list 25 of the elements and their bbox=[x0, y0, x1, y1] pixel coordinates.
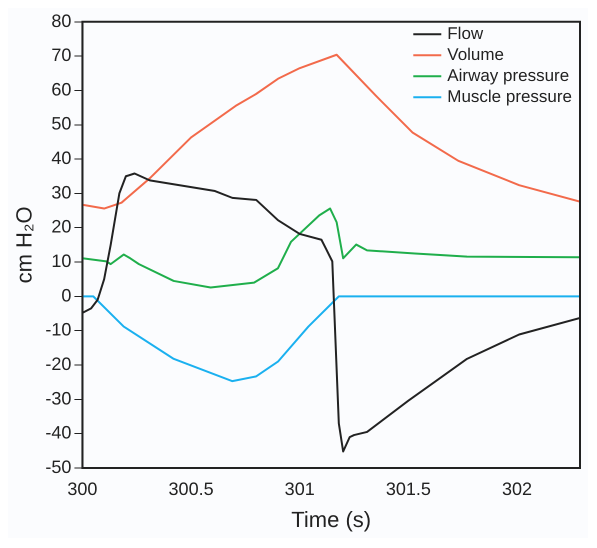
x-tick-label: 301 bbox=[284, 478, 315, 499]
y-tick-label: 80 bbox=[51, 10, 72, 31]
y-tick-label: 40 bbox=[51, 148, 72, 168]
y-tick-label: 30 bbox=[51, 182, 72, 202]
x-tick-label: 302 bbox=[502, 478, 532, 499]
y-tick-label: -50 bbox=[45, 456, 72, 477]
y-tick-label: -20 bbox=[45, 354, 72, 374]
legend-label: Airway pressure bbox=[447, 66, 570, 85]
y-tick-label: 70 bbox=[51, 45, 72, 66]
x-tick-label: 301.5 bbox=[386, 478, 431, 499]
y-tick-label: -40 bbox=[45, 422, 72, 443]
y-axis-title: cm H₂O bbox=[11, 206, 36, 284]
y-tick-label: 60 bbox=[51, 79, 72, 100]
y-tick-label: 0 bbox=[61, 285, 72, 306]
x-axis-title: Time (s) bbox=[291, 506, 372, 532]
legend-label: Muscle pressure bbox=[447, 86, 572, 106]
y-tick-label: 10 bbox=[51, 251, 72, 272]
legend-label: Volume bbox=[447, 44, 504, 64]
y-tick-label: 20 bbox=[51, 216, 72, 237]
x-tick-label: 300.5 bbox=[168, 478, 214, 499]
y-tick-label: -10 bbox=[45, 320, 72, 340]
x-tick-label: 300 bbox=[67, 478, 98, 499]
y-tick-label: 50 bbox=[51, 114, 72, 134]
y-tick-label: -30 bbox=[45, 388, 72, 408]
legend-label: Flow bbox=[447, 24, 484, 43]
